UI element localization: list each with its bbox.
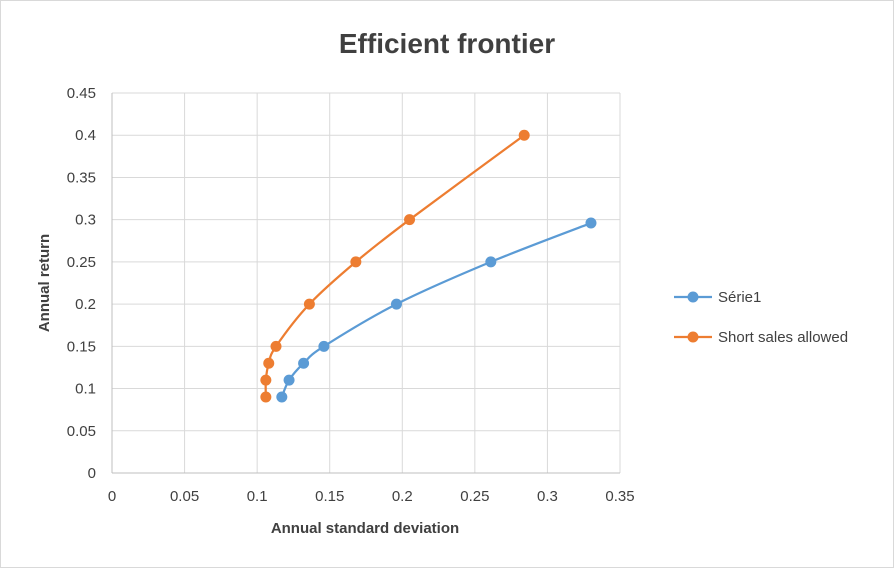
legend: Série1 Short sales allowed xyxy=(674,289,848,346)
y-tick-label: 0.45 xyxy=(67,85,96,102)
legend-marker xyxy=(687,331,699,343)
data-point xyxy=(485,256,497,268)
data-point xyxy=(260,374,272,386)
y-tick-label: 0.35 xyxy=(67,169,96,186)
y-axis-title: Annual return xyxy=(36,234,53,332)
grid-layer xyxy=(112,92,621,473)
data-point xyxy=(263,357,275,369)
data-point xyxy=(350,256,362,268)
data-point xyxy=(260,391,272,403)
legend-item: Short sales allowed xyxy=(674,329,848,346)
axis-layer: 0 0.05 0.1 0.15 0.2 0.25 0.3 0.35 0.4 0.45 0 0.05 0.… xyxy=(67,85,635,505)
data-point xyxy=(404,214,416,226)
y-tick-label: 0.4 xyxy=(75,127,96,144)
x-tick-label: 0 xyxy=(108,488,116,505)
y-tick-label: 0.25 xyxy=(67,254,96,271)
x-tick-label: 0.2 xyxy=(392,488,413,505)
data-point xyxy=(585,217,597,229)
legend-label: Série1 xyxy=(718,289,761,306)
series-line xyxy=(264,134,525,398)
x-tick-label: 0.05 xyxy=(170,488,199,505)
x-tick-label: 0.25 xyxy=(460,488,489,505)
series-2 xyxy=(260,129,530,403)
y-tick-label: 0.05 xyxy=(67,423,96,440)
data-point xyxy=(390,298,402,310)
data-point xyxy=(318,340,330,352)
series-1 xyxy=(276,217,597,403)
data-point xyxy=(303,298,315,310)
data-point xyxy=(298,357,310,369)
legend-marker xyxy=(687,291,699,303)
chart-title: Efficient frontier xyxy=(339,28,555,59)
data-point xyxy=(518,129,530,141)
data-point xyxy=(276,391,288,403)
y-tick-label: 0.2 xyxy=(75,296,96,313)
x-tick-label: 0.35 xyxy=(605,488,634,505)
x-tick-label: 0.3 xyxy=(537,488,558,505)
data-point xyxy=(270,340,282,352)
x-tick-label: 0.15 xyxy=(315,488,344,505)
x-axis-title: Annual standard deviation xyxy=(271,520,459,537)
legend-label: Short sales allowed xyxy=(718,329,848,346)
y-tick-label: 0.3 xyxy=(75,212,96,229)
x-tick-label: 0.1 xyxy=(247,488,268,505)
y-tick-label: 0.15 xyxy=(67,338,96,355)
y-tick-label: 0 xyxy=(88,465,96,482)
series-line xyxy=(280,221,592,398)
y-tick-label: 0.1 xyxy=(75,381,96,398)
data-point xyxy=(283,374,295,386)
legend-item: Série1 xyxy=(674,289,761,306)
series-layer xyxy=(260,129,597,403)
